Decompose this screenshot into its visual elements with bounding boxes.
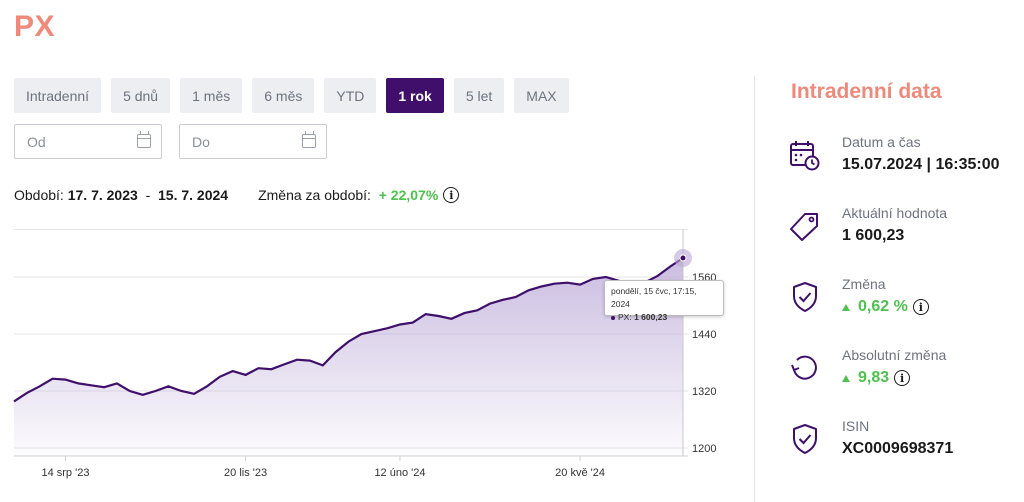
tooltip-series: PX:	[618, 312, 632, 322]
change-label: Změna za období:	[258, 187, 371, 203]
isin-label: ISIN	[842, 418, 870, 434]
period-end: 15. 7. 2024	[158, 187, 229, 203]
calendar-icon[interactable]	[302, 131, 316, 148]
change-value-row: 0,62 % i	[842, 298, 929, 316]
absolute-change-value: 9,83	[858, 369, 890, 386]
shield-check-icon	[793, 424, 817, 454]
absolute-change-row: 9,83 i	[842, 369, 911, 387]
up-arrow-icon	[842, 374, 850, 382]
date-from-field[interactable]: Od	[14, 124, 162, 159]
x-tick-label: 14 srp '23	[41, 467, 89, 479]
y-tick-label: 1320	[692, 386, 716, 398]
up-arrow-icon	[842, 303, 850, 311]
range-5d-button[interactable]: 5 dnů	[111, 78, 171, 113]
info-icon[interactable]: i	[443, 187, 460, 203]
change-label: Změna	[842, 276, 886, 292]
x-tick-label: 12 úno '24	[374, 467, 425, 479]
range-1y-button[interactable]: 1 rok	[386, 78, 444, 113]
chart-tooltip: pondělí, 15 čvc, 17:15, 2024 PX: 1 600,2…	[604, 280, 724, 322]
date-to-placeholder: Do	[192, 133, 210, 150]
range-1m-button[interactable]: 1 měs	[180, 78, 243, 113]
change-percent: 0,62 %	[858, 298, 908, 315]
side-panel-title: Intradenní data	[791, 80, 942, 103]
range-ytd-button[interactable]: YTD	[324, 78, 377, 113]
refresh-icon	[791, 355, 817, 380]
price-line	[13, 257, 684, 403]
info-icon[interactable]: i	[894, 370, 911, 386]
info-icon[interactable]: i	[912, 299, 929, 315]
page-title: PX	[14, 10, 56, 43]
data-point[interactable]	[679, 254, 687, 262]
x-tick-label: 20 kvě '24	[555, 467, 605, 479]
price-tag-icon	[790, 213, 818, 241]
change-value: + 22,07%	[378, 187, 439, 203]
period-separator: -	[145, 187, 151, 203]
tooltip-value: 1 600,23	[634, 312, 668, 322]
date-to-field[interactable]: Do	[179, 124, 327, 159]
current-value: 1 600,23	[842, 227, 905, 244]
period-summary: Období: 17. 7. 2023 - 15. 7. 2024 Změna …	[14, 187, 460, 203]
series-marker	[611, 315, 615, 320]
datetime-label: Datum a čas	[842, 134, 921, 150]
range-5y-button[interactable]: 5 let	[453, 78, 505, 113]
range-intraday-button[interactable]: Intradenní	[14, 78, 102, 113]
price-chart[interactable]: 14 srp '23 20 lis '23 12 úno '24 20 kvě '24…	[0, 210, 740, 500]
y-tick-label: 1440	[692, 329, 716, 341]
calendar-icon[interactable]	[137, 131, 151, 148]
range-6m-button[interactable]: 6 měs	[252, 78, 315, 113]
tooltip-date: pondělí, 15 čvc, 17:15, 2024	[611, 286, 697, 309]
current-value-label: Aktuální hodnota	[842, 205, 948, 221]
range-max-button[interactable]: MAX	[514, 78, 569, 113]
period-label: Období:	[14, 187, 64, 203]
calendar-clock-icon	[790, 141, 820, 171]
date-from-placeholder: Od	[27, 133, 46, 150]
price-area	[14, 258, 683, 456]
datetime-value: 15.07.2024 | 16:35:00	[842, 156, 1000, 173]
y-tick-label: 1200	[692, 443, 716, 455]
range-selector: Intradenní 5 dnů 1 měs 6 měs YTD 1 rok 5…	[14, 78, 569, 113]
panel-divider	[754, 76, 755, 502]
shield-check-icon	[793, 282, 817, 312]
period-start: 17. 7. 2023	[67, 187, 138, 203]
absolute-change-label: Absolutní změna	[842, 347, 947, 363]
isin-value: XC0009698371	[842, 440, 954, 457]
x-tick-label: 20 lis '23	[224, 467, 267, 479]
